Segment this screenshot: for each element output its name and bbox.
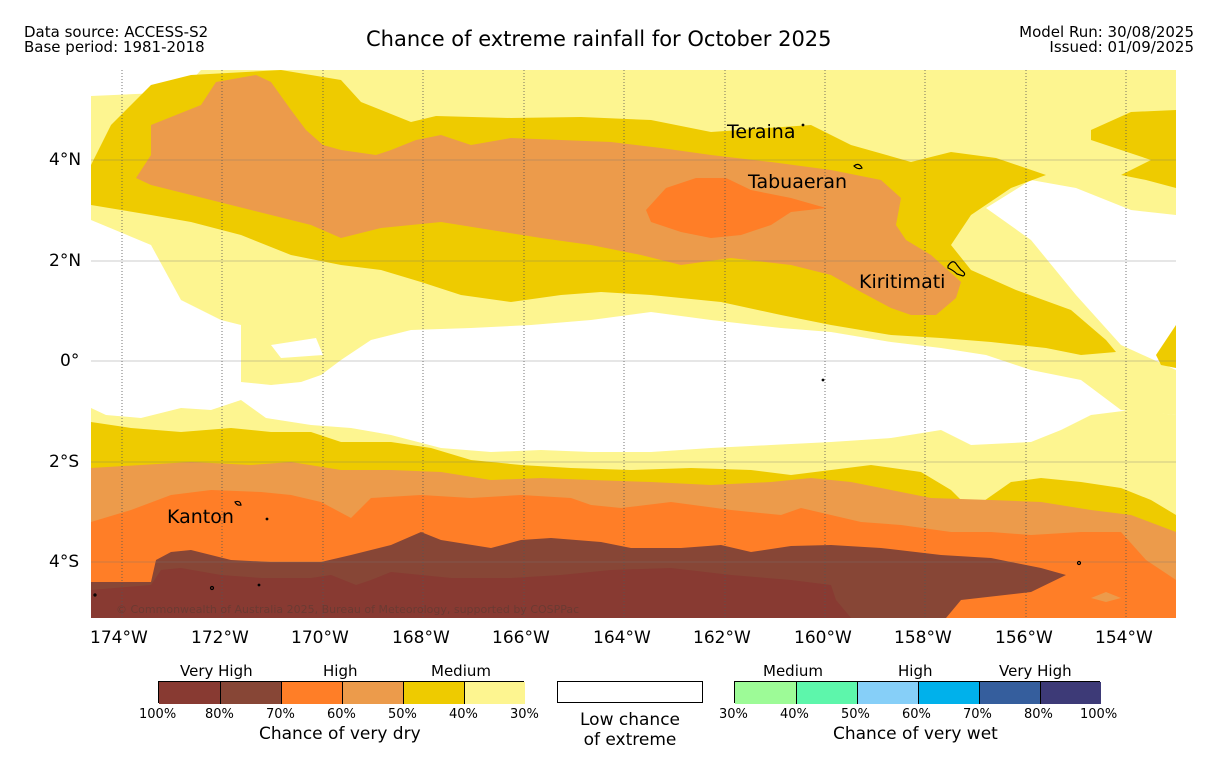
place-label-tabuaeran: Tabuaeran <box>748 171 848 193</box>
lon-tick-172w: 172°W <box>191 628 249 648</box>
region-white-hole-1 <box>271 338 323 358</box>
lat-tick-4n: 4°N <box>49 150 82 170</box>
place-label-kanton: Kanton <box>167 506 234 528</box>
lat-tick-4s: 4°S <box>49 552 80 572</box>
place-label-kiritimati: Kiritimati <box>859 271 946 293</box>
region-white-hole-2 <box>1046 208 1101 265</box>
kanton-island <box>234 500 242 506</box>
wet-tick-80: 80% <box>1024 707 1053 722</box>
rainfall-map: Teraina Tabuaeran Kiritimati Kanton © Co… <box>91 70 1176 618</box>
dry-legend-caption: Chance of very dry <box>259 724 421 744</box>
lat-tick-2n: 2°N <box>49 251 82 271</box>
lon-tick-160w: 160°W <box>794 628 852 648</box>
wet-swatch-1 <box>735 682 796 704</box>
lon-tick-162w: 162°W <box>693 628 751 648</box>
dry-swatch-4 <box>342 682 404 704</box>
wet-tick-50: 50% <box>841 707 870 722</box>
kiritimati-island <box>947 261 966 277</box>
wet-tick-30: 30% <box>719 707 748 722</box>
dry-swatch-3 <box>281 682 343 704</box>
dry-tick-80: 80% <box>205 707 234 722</box>
dry-tick-50: 50% <box>388 707 417 722</box>
lon-tick-170w: 170°W <box>291 628 349 648</box>
region-north-orange-strong <box>646 178 826 238</box>
dry-swatch-5 <box>403 682 465 704</box>
wet-legend-group-very-high: Very High <box>999 662 1072 680</box>
dry-tick-60: 60% <box>327 707 356 722</box>
base-period-text: Base period: 1981-2018 <box>24 38 205 56</box>
dry-tick-40: 40% <box>449 707 478 722</box>
wet-legend-group-high: High <box>898 662 933 680</box>
lat-grid-lines <box>91 159 1176 563</box>
wet-tick-70: 70% <box>963 707 992 722</box>
lon-tick-166w: 166°W <box>492 628 550 648</box>
lon-tick-154w: 154°W <box>1095 628 1153 648</box>
islet-1 <box>265 517 269 521</box>
dry-tick-70: 70% <box>266 707 295 722</box>
place-label-teraina: Teraina <box>727 121 796 143</box>
wet-swatch-2 <box>796 682 858 704</box>
wet-legend-group-medium: Medium <box>763 662 823 680</box>
lon-tick-168w: 168°W <box>392 628 450 648</box>
wet-tick-100: 100% <box>1080 707 1118 722</box>
wet-legend-caption: Chance of very wet <box>833 724 998 744</box>
map-title: Chance of extreme rainfall for October 2… <box>366 27 832 51</box>
islet-4 <box>821 378 825 382</box>
dry-legend-group-medium: Medium <box>431 662 491 680</box>
data-source-text: Data source: ACCESS-S2 <box>24 23 209 41</box>
island-outlines <box>93 123 1082 597</box>
islet-2 <box>209 585 215 591</box>
tabuaeran-island <box>853 163 863 170</box>
copyright-notice: © Commonwealth of Australia 2025, Bureau… <box>116 603 580 616</box>
lat-tick-2s: 2°S <box>49 452 80 472</box>
lon-tick-174w: 174°W <box>90 628 148 648</box>
dry-legend-group-very-high: Very High <box>180 662 253 680</box>
wet-swatch-5 <box>979 682 1041 704</box>
wet-swatch-6 <box>1040 682 1101 704</box>
dry-swatch-1 <box>159 682 220 704</box>
islet-3 <box>257 583 261 587</box>
lon-tick-158w: 158°W <box>894 628 952 648</box>
dry-swatch-2 <box>220 682 282 704</box>
region-southeast-light-orange <box>1091 592 1121 602</box>
low-chance-label-line1: Low chance <box>580 710 680 730</box>
wet-swatch-3 <box>857 682 919 704</box>
dry-tick-30: 30% <box>510 707 539 722</box>
region-south-very-high-2 <box>91 568 851 618</box>
lon-tick-156w: 156°W <box>995 628 1053 648</box>
region-east-medium-yellow <box>1156 325 1176 368</box>
teraina-island <box>801 123 805 127</box>
rainfall-map-svg <box>91 70 1176 618</box>
region-northeast-medium-yellow <box>1091 110 1176 188</box>
wet-swatch-4 <box>918 682 980 704</box>
grid-lines <box>121 70 1127 618</box>
wet-legend-colorbar <box>734 681 1101 704</box>
low-chance-label-line2: of extreme <box>583 730 677 750</box>
dry-swatch-6 <box>464 682 525 704</box>
dry-legend-group-high: High <box>323 662 358 680</box>
dry-tick-100: 100% <box>139 707 177 722</box>
low-chance-swatch <box>557 681 703 703</box>
islet-5 <box>1076 560 1082 566</box>
model-run-text: Model Run: 30/08/2025 <box>1019 23 1194 41</box>
region-north-orange-light <box>136 75 961 315</box>
wet-tick-60: 60% <box>902 707 931 722</box>
issued-text: Issued: 01/09/2025 <box>1049 38 1194 56</box>
islet-6 <box>93 593 97 597</box>
lon-tick-164w: 164°W <box>593 628 651 648</box>
wet-tick-40: 40% <box>780 707 809 722</box>
dry-legend-colorbar <box>158 681 525 704</box>
lat-tick-0: 0° <box>60 351 80 371</box>
